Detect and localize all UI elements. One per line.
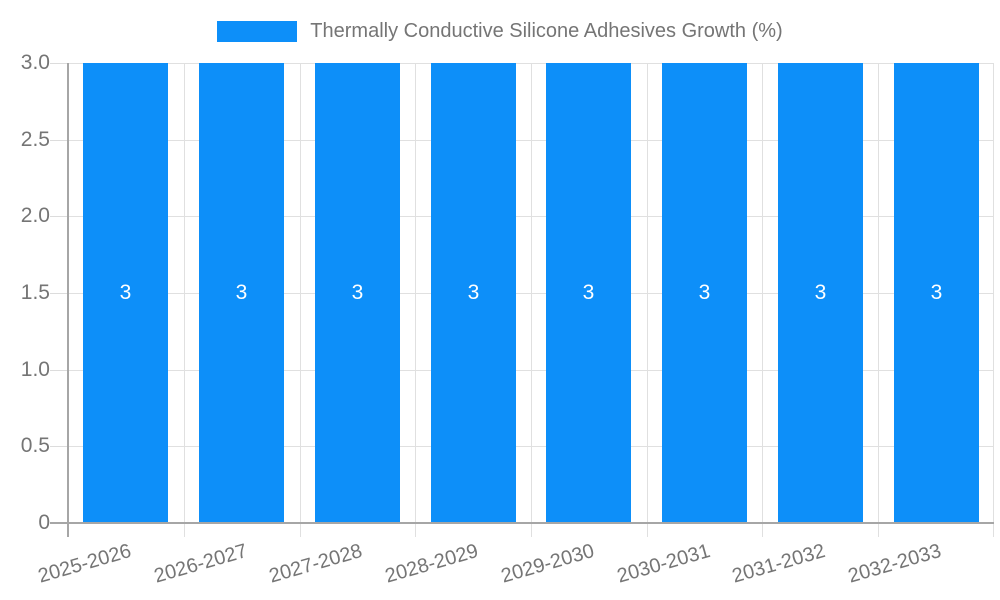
chart-legend: Thermally Conductive Silicone Adhesives …	[0, 18, 1000, 44]
xtick-label: 2031-2032	[730, 540, 829, 588]
bar-2030-2031: 3	[662, 63, 747, 523]
gridline-x	[878, 63, 879, 537]
bar-2028-2029: 3	[431, 63, 516, 523]
bar-value-label: 3	[235, 281, 248, 304]
bar-2031-2032: 3	[778, 63, 863, 523]
bar-2026-2027: 3	[199, 63, 284, 523]
bar-2027-2028: 3	[315, 63, 400, 523]
bar-value-label: 3	[698, 281, 711, 304]
ytick-label: 2.0	[20, 204, 50, 227]
ytick-mark	[50, 293, 68, 294]
y-axis-line	[67, 63, 69, 537]
ytick-label: 2.5	[20, 128, 50, 151]
legend-label: Thermally Conductive Silicone Adhesives …	[310, 20, 783, 42]
xtick-label: 2026-2027	[152, 540, 251, 588]
gridline-x	[762, 63, 763, 537]
bar-value-label: 3	[814, 281, 827, 304]
bar-value-label: 3	[351, 281, 364, 304]
gridline-x	[184, 63, 185, 537]
xtick-label: 2029-2030	[499, 540, 598, 588]
xtick-label: 2030-2031	[615, 540, 714, 588]
ytick-label: 1.0	[20, 358, 50, 381]
ytick-mark	[50, 140, 68, 141]
xtick-label: 2027-2028	[267, 540, 366, 588]
ytick-mark	[50, 216, 68, 217]
bar-2025-2026: 3	[83, 63, 168, 523]
xtick-label: 2032-2033	[846, 540, 945, 588]
ytick-label: 0.5	[20, 434, 50, 457]
bar-value-label: 3	[930, 281, 943, 304]
gridline-x	[993, 63, 994, 537]
ytick-mark	[50, 370, 68, 371]
legend-swatch	[217, 20, 298, 42]
ytick-mark	[50, 446, 68, 447]
ytick-mark	[50, 63, 68, 64]
ytick-label: 3.0	[20, 51, 50, 74]
gridline-x	[415, 63, 416, 537]
xtick-label: 2025-2026	[36, 540, 135, 588]
bar-2032-2033: 3	[894, 63, 979, 523]
bar-value-label: 3	[119, 281, 132, 304]
gridline-x	[300, 63, 301, 537]
gridline-x	[531, 63, 532, 537]
xtick-label: 2028-2029	[383, 540, 482, 588]
ytick-label: 1.5	[20, 281, 50, 304]
bar-value-label: 3	[582, 281, 595, 304]
gridline-x	[647, 63, 648, 537]
bar-value-label: 3	[467, 281, 480, 304]
x-axis-line	[50, 522, 994, 524]
ytick-label: 0	[38, 511, 50, 534]
bar-2029-2030: 3	[546, 63, 631, 523]
